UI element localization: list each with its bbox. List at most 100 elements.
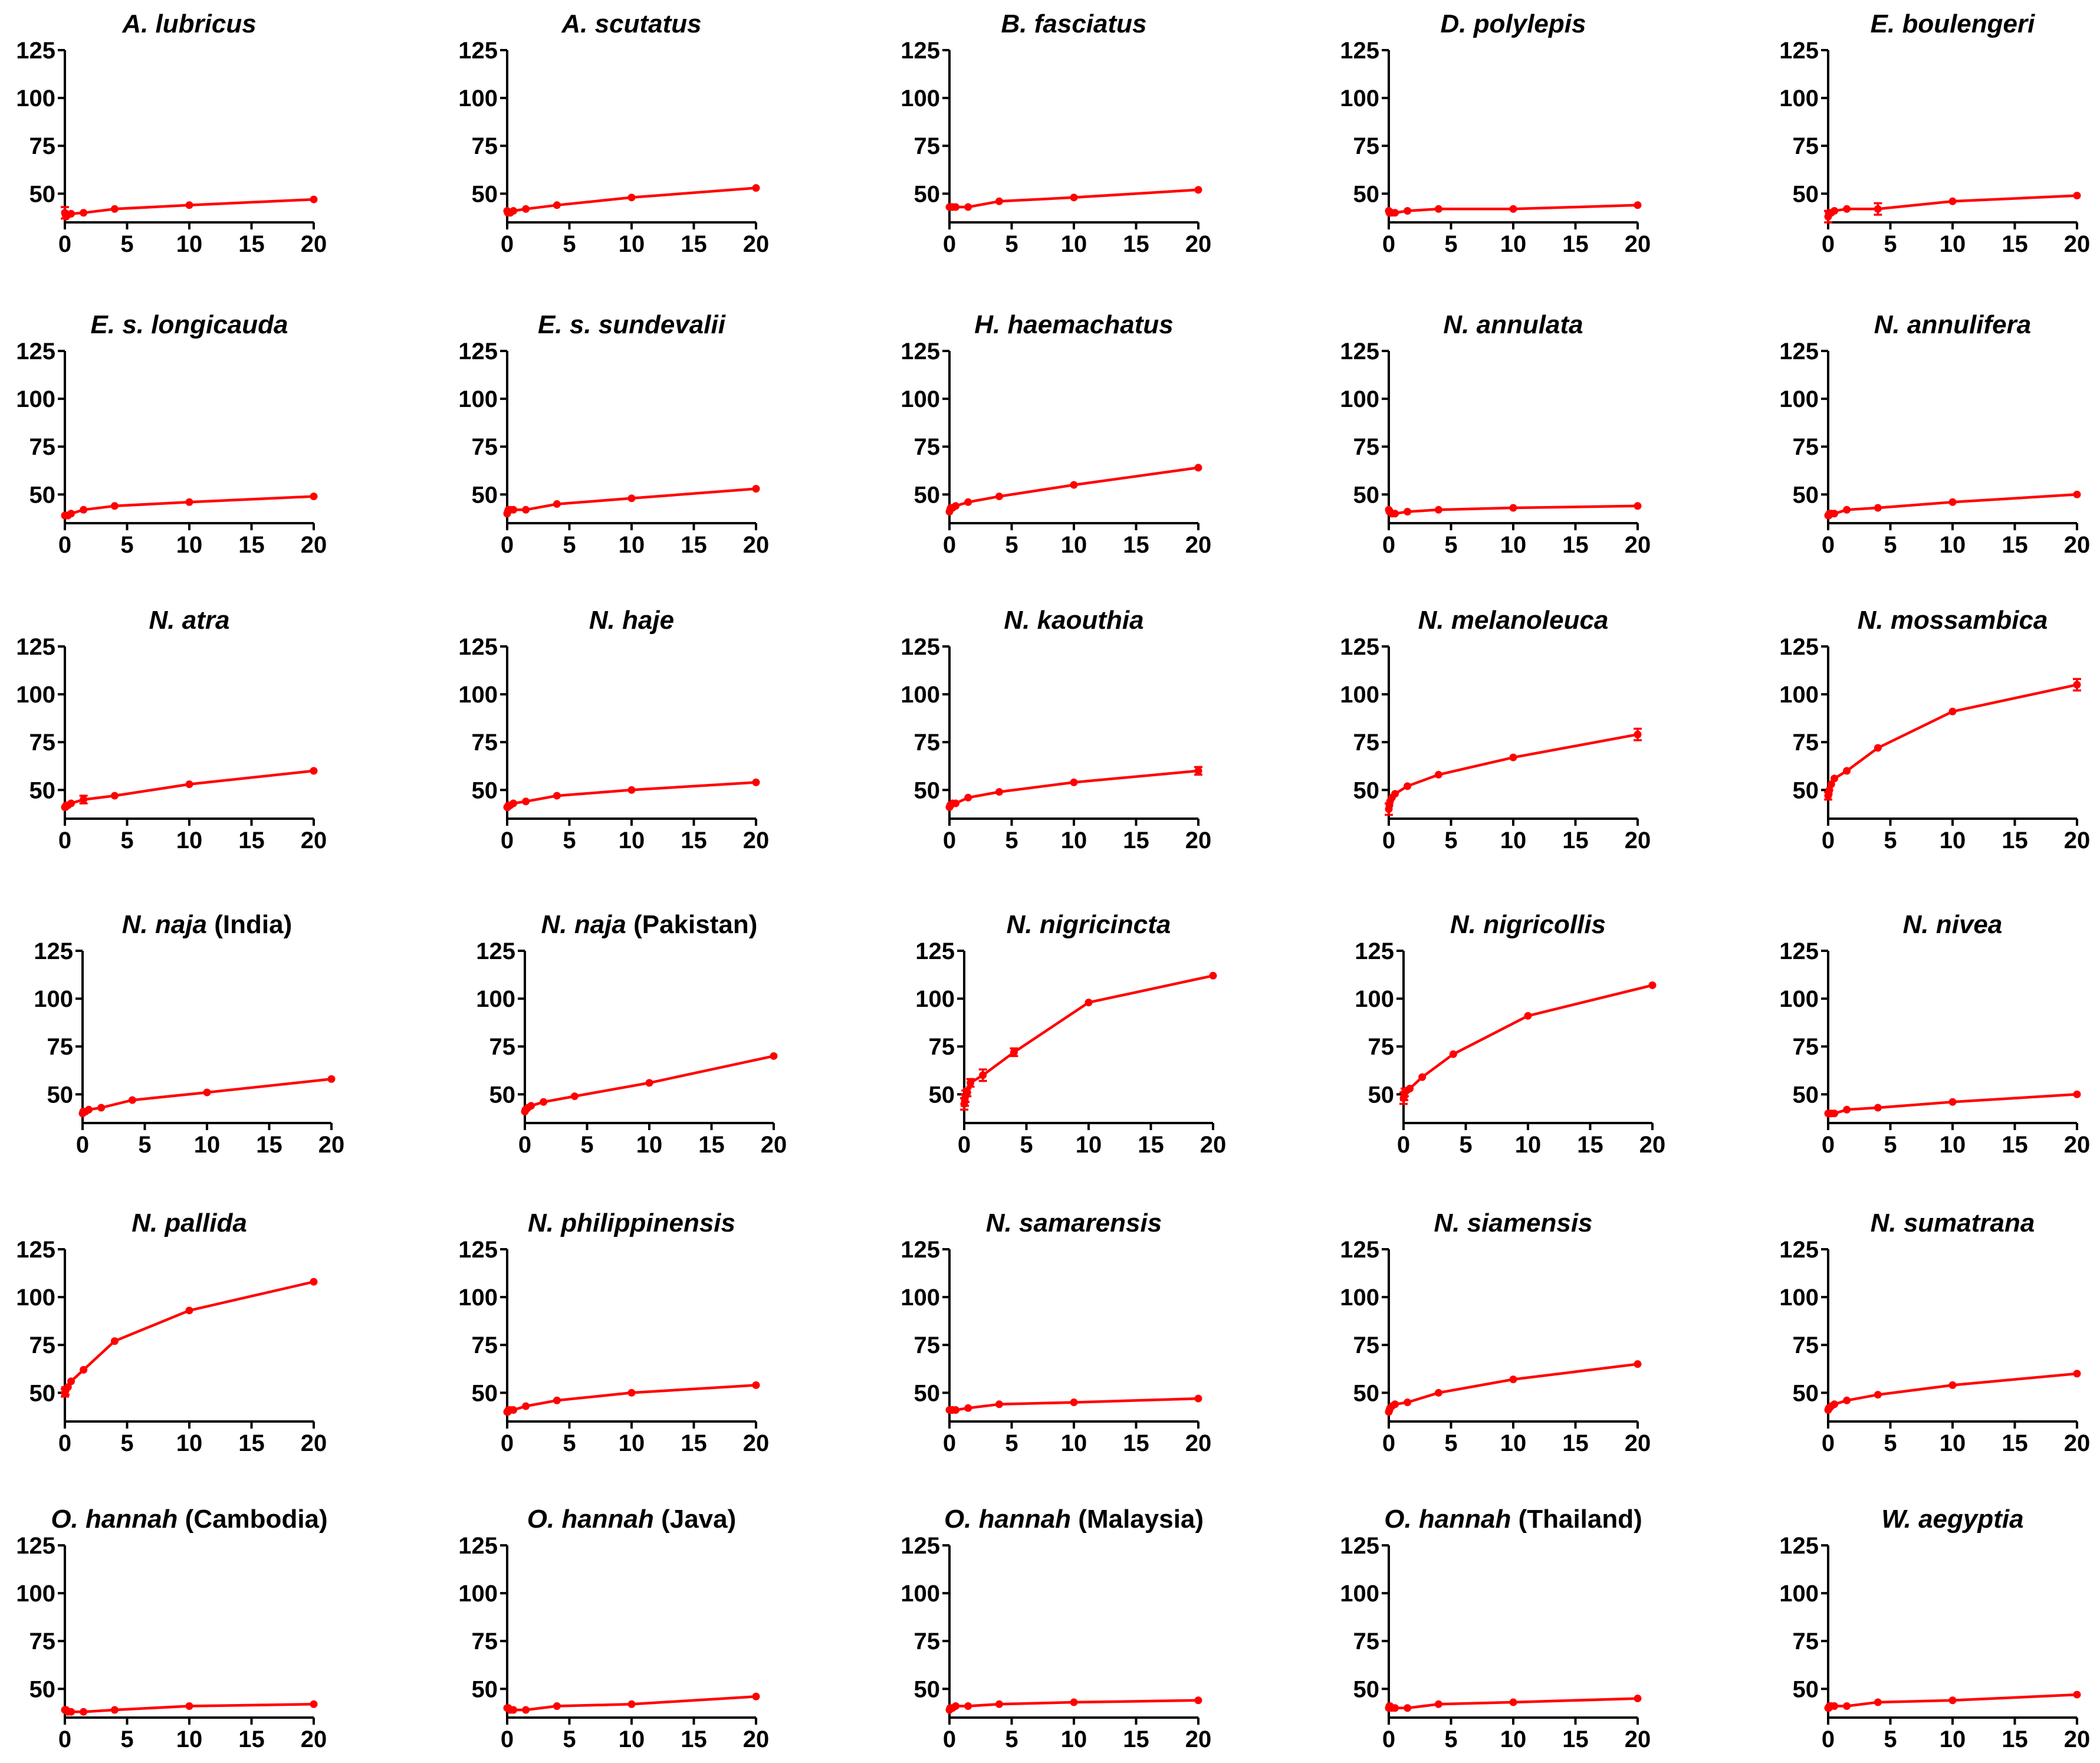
chart-title-species: N. nigricollis [1450,910,1606,939]
data-point [952,203,960,211]
data-point [752,1381,760,1389]
y-tick-label: 50 [472,181,498,207]
x-tick-label: 5 [1444,1726,1457,1752]
data-point [1434,770,1442,779]
chart-panel: D. polylepis 50 75 100 125 0 5 10 15 20 [1340,9,1651,257]
data-point [1509,753,1517,761]
data-point [128,1096,136,1104]
chart-panel: N. nivea 50 75 100 125 0 5 10 15 20 [1779,910,2090,1158]
chart-title: N. naja (India) [122,910,292,939]
x-tick-label: 10 [619,1430,645,1456]
chart-panel: O. hannah (Cambodia) 50 75 100 125 0 5 10 15 20 [16,1505,327,1752]
x-tick-label: 10 [619,532,645,558]
y-tick-label: 75 [29,434,56,460]
data-point [85,1105,93,1114]
chart-panel: A. scutatus 50 75 100 125 0 5 10 15 20 [458,9,769,257]
chart-title-species: N. annulata [1443,310,1583,339]
chart-title: A. lubricus [121,9,256,38]
x-tick-label: 10 [1515,1132,1542,1158]
chart-title: N. nigricollis [1450,910,1606,939]
y-tick-label: 100 [34,986,73,1012]
x-tick-label: 15 [681,828,707,853]
data-point [1634,1360,1642,1368]
chart-title: O. hannah (Thailand) [1384,1505,1642,1534]
x-tick-label: 15 [681,532,707,558]
y-tick-label: 50 [1793,482,1819,508]
x-tick-label: 15 [1123,828,1149,853]
x-tick-label: 10 [1500,1726,1527,1752]
data-point [97,1104,106,1112]
series-line [64,769,314,809]
data-point [963,1088,971,1096]
y-tick-label: 100 [901,682,940,708]
chart-panel: H. haemachatus 50 75 100 125 0 5 10 15 20 [901,310,1211,558]
y-tick-label: 100 [16,1285,55,1311]
chart-title: N. pallida [132,1209,247,1237]
x-tick-label: 0 [58,532,71,558]
y-tick-label: 100 [901,1285,940,1311]
data-point [1648,981,1657,989]
x-tick-label: 20 [1185,1726,1212,1752]
data-point [2073,1370,2081,1378]
chart-panel: E. s. sundevalii 50 75 100 125 0 5 10 15 20 [458,310,769,558]
data-point [1524,1012,1532,1020]
chart-title-species: H. haemachatus [974,310,1173,339]
y-tick-label: 100 [16,86,55,111]
data-point [964,498,972,506]
chart-panel: N. nigricincta 50 75 100 125 0 5 10 15 20 [915,910,1226,1158]
x-tick-label: 20 [743,532,770,558]
data-point [1434,505,1442,514]
y-tick-label: 100 [1340,86,1379,111]
chart-title: N. haje [589,606,674,635]
data-point [80,209,88,217]
data-point [553,792,561,800]
y-tick-label: 100 [901,86,940,111]
y-tick-label: 50 [1793,777,1819,803]
y-tick-label: 75 [472,1629,498,1654]
data-point [1830,1702,1839,1711]
y-tick-label: 50 [1353,181,1380,207]
chart-title-species: N. haje [589,606,674,635]
x-tick-label: 5 [1005,1430,1018,1456]
chart-panel: N. kaouthia 50 75 100 125 0 5 10 15 20 [901,606,1211,853]
chart-title: B. fasciatus [1001,9,1147,38]
x-tick-label: 15 [1123,1430,1149,1456]
x-tick-label: 0 [1822,1726,1835,1752]
x-tick-label: 0 [1382,1726,1395,1752]
data-point [1434,1388,1442,1397]
x-tick-label: 5 [120,1726,133,1752]
y-tick-label: 125 [901,1237,940,1263]
y-tick-label: 100 [1779,682,1819,708]
y-tick-label: 125 [1779,1237,1819,1263]
y-tick-label: 125 [1340,38,1379,64]
x-tick-label: 5 [1884,231,1897,257]
x-tick-label: 15 [2002,532,2028,558]
y-tick-label: 50 [914,1380,941,1406]
data-point [1843,505,1851,514]
x-tick-label: 0 [1822,828,1835,853]
x-tick-label: 20 [1625,1430,1651,1456]
y-tick-label: 50 [472,482,498,508]
data-point [110,1337,119,1345]
y-tick-label: 50 [29,1380,56,1406]
y-tick-label: 50 [1353,777,1380,803]
x-tick-label: 20 [318,1132,345,1158]
x-tick-label: 15 [1138,1132,1164,1158]
x-tick-label: 20 [301,231,327,257]
chart-title: E. s. sundevalii [538,310,726,339]
x-tick-label: 5 [563,532,576,558]
chart-title: H. haemachatus [974,310,1173,339]
y-tick-label: 75 [914,1332,941,1358]
x-tick-label: 20 [2064,231,2091,257]
data-point [1194,186,1202,194]
data-point [67,799,75,807]
data-point [1948,197,1957,205]
y-tick-label: 100 [901,1581,940,1607]
x-tick-label: 10 [1940,1132,1966,1158]
data-point [967,1079,975,1087]
y-tick-label: 125 [16,634,55,660]
data-point [1418,1073,1427,1081]
x-tick-label: 10 [176,231,203,257]
y-tick-label: 75 [29,730,56,756]
y-tick-label: 75 [472,133,498,159]
